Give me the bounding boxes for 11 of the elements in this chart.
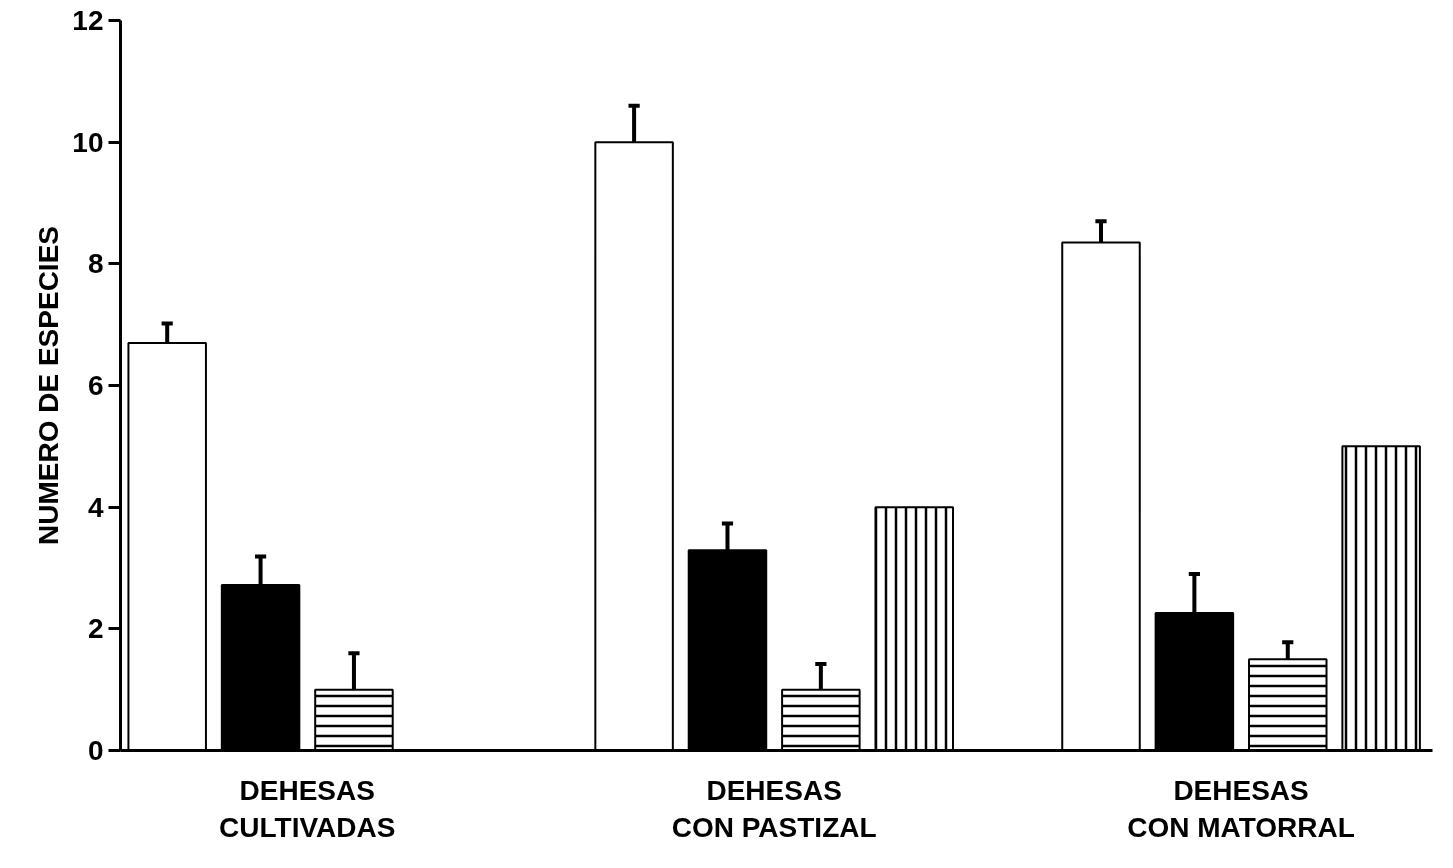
y-tick-label: 6 [87,370,104,401]
y-tick-label: 8 [87,248,104,280]
y-tick-label: 2 [87,613,104,645]
x-tick-label: DEHESAS CULTIVADAS [219,774,396,843]
y-tick-label: 12 [72,5,104,36]
x-tick-label: DEHESAS CON PASTIZAL [671,774,877,843]
y-axis-title: NUMERO DE ESPECIES [33,226,65,545]
y-tick-label: 10 [72,126,104,158]
x-tick-label: DEHESAS CON MATORRAL [1127,774,1355,843]
y-tick-label: 4 [87,491,104,523]
y-tick-label: 0 [87,735,104,766]
